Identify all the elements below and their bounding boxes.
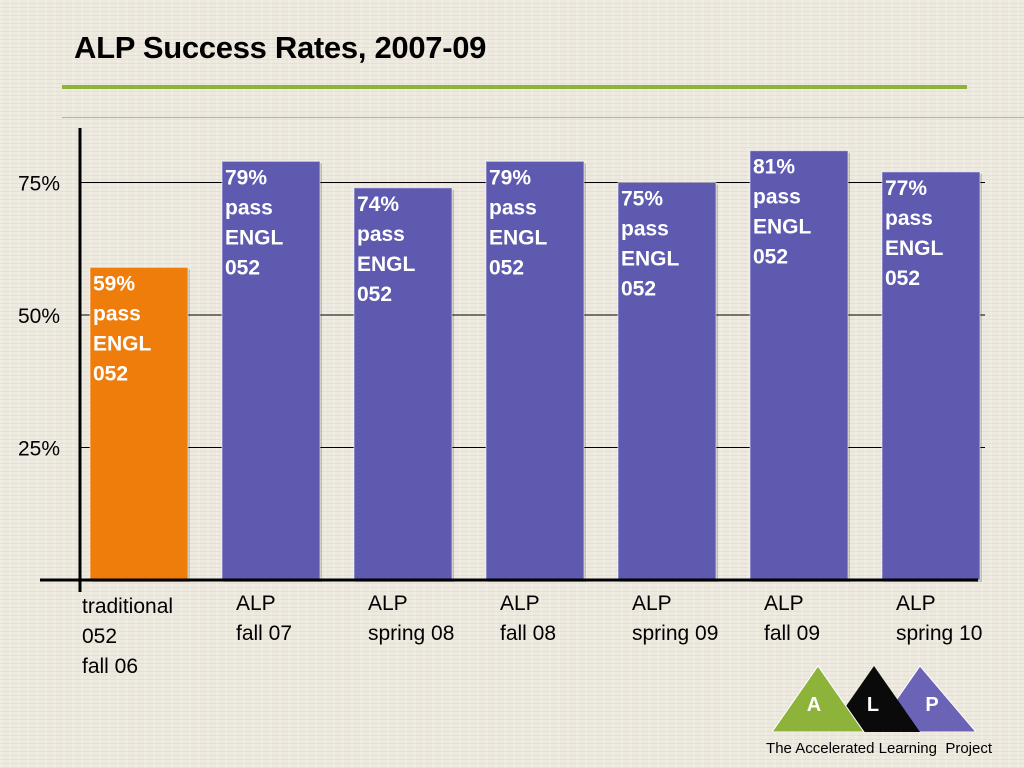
chart-title: ALP Success Rates, 2007-09 <box>74 30 487 65</box>
bar-data-label: ENGL <box>357 253 416 276</box>
bar-data-label: 79% <box>225 166 267 189</box>
bar-data-label: 052 <box>885 267 920 290</box>
x-tick-label: spring 08 <box>368 622 454 645</box>
bar-data-label: 052 <box>621 278 656 301</box>
x-tick-label: ALP <box>368 592 408 615</box>
bar-data-label: pass <box>225 196 273 219</box>
bar-data-label: pass <box>357 223 405 246</box>
bar-data-label: ENGL <box>489 226 548 249</box>
x-tick-label: ALP <box>236 592 276 615</box>
logo-triangles-icon <box>772 665 977 732</box>
x-tick-label: traditional <box>82 595 173 618</box>
logo-letter-a: A <box>806 694 822 716</box>
x-tick-label: fall 07 <box>236 622 292 645</box>
bar-data-label: 052 <box>93 362 128 385</box>
bar-data-label: 74% <box>357 193 399 216</box>
bar-data-label: ENGL <box>621 248 680 271</box>
bar-data-label: 052 <box>225 256 260 279</box>
x-tick-label: ALP <box>764 592 804 615</box>
bar-data-label: pass <box>621 218 669 241</box>
y-tick-label: 50% <box>18 305 60 328</box>
bar <box>881 171 981 581</box>
x-tick-label: spring 09 <box>632 622 718 645</box>
bar-data-label: 75% <box>621 188 663 211</box>
bar <box>749 150 849 581</box>
bar-data-label: pass <box>93 302 141 325</box>
bar-data-label: 052 <box>489 256 524 279</box>
bar-data-label: pass <box>489 196 537 219</box>
x-tick-label: ALP <box>632 592 672 615</box>
logo-letter-p: P <box>925 694 939 716</box>
bar-data-label: 79% <box>489 166 531 189</box>
bar-data-label: 052 <box>357 283 392 306</box>
x-tick-label: ALP <box>896 592 936 615</box>
bar <box>221 160 321 581</box>
bar-data-label: ENGL <box>93 332 152 355</box>
bar-data-label: ENGL <box>753 216 812 239</box>
bar-data-label: pass <box>885 207 933 230</box>
bar <box>485 160 585 581</box>
y-tick-label: 25% <box>18 438 60 461</box>
logo-letter-l: L <box>866 694 880 716</box>
y-tick-label: 75% <box>18 173 60 196</box>
x-tick-label: 052 <box>82 625 117 648</box>
alp-logo: A L P <box>772 664 978 732</box>
bar-data-label: 052 <box>753 246 788 269</box>
title-underline-green <box>62 85 967 89</box>
x-tick-label: ALP <box>500 592 540 615</box>
x-tick-label: spring 10 <box>896 622 982 645</box>
bar-data-label: ENGL <box>225 226 284 249</box>
footer-text: The Accelerated Learning Project <box>766 740 992 757</box>
bar <box>353 187 453 581</box>
bar-data-label: 59% <box>93 272 135 295</box>
title-underline-orange <box>62 117 1024 118</box>
bar-data-label: 81% <box>753 156 795 179</box>
x-tick-label: fall 08 <box>500 622 556 645</box>
bar-data-label: ENGL <box>885 237 944 260</box>
bar-data-label: 77% <box>885 177 927 200</box>
bar-data-label: pass <box>753 186 801 209</box>
x-tick-label: fall 09 <box>764 622 820 645</box>
bar <box>617 182 717 581</box>
x-tick-label: fall 06 <box>82 655 138 678</box>
